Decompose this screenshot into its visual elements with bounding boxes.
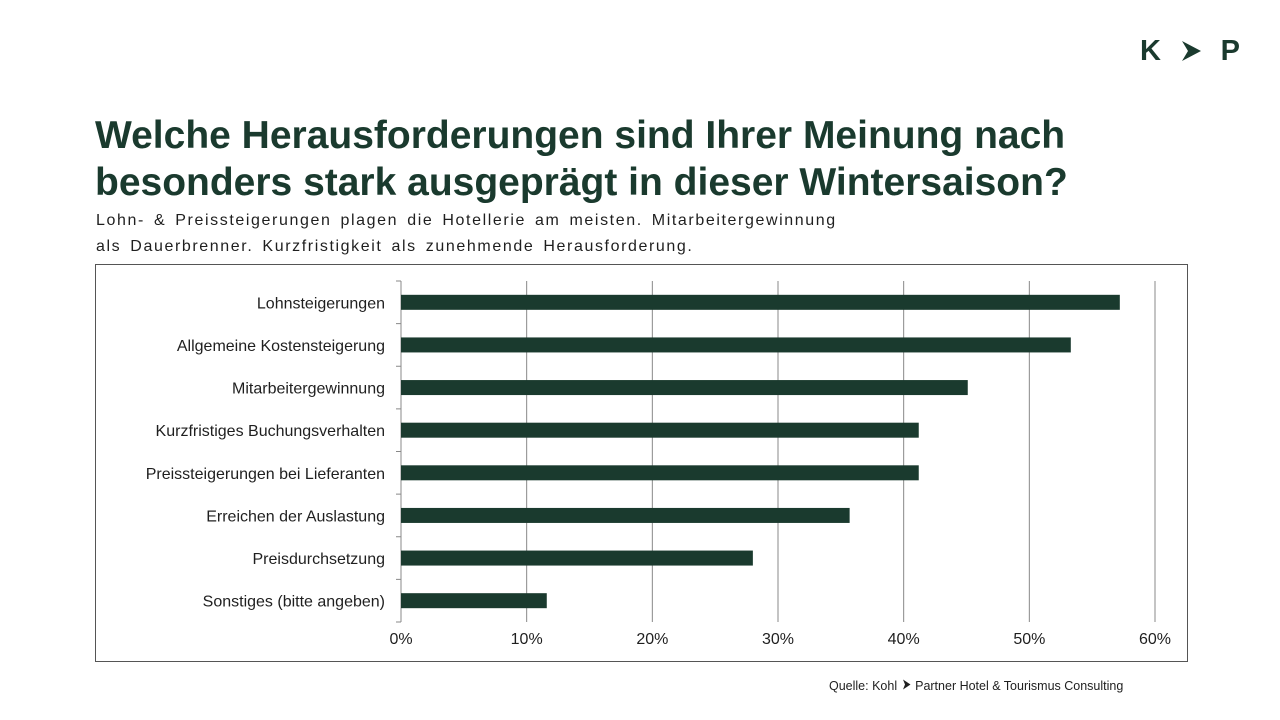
source-note: Quelle: Kohl Partner Hotel & Tourismus C…: [829, 679, 1189, 693]
x-tick-label: 10%: [511, 631, 543, 648]
chart-frame: 0% 10% 20% 30% 40% 50% 60% Lohnsteigerungen Allg…: [95, 264, 1188, 662]
category-label: Sonstiges (bitte angeben): [203, 594, 385, 611]
source-prefix: Quelle: Kohl: [829, 679, 898, 693]
category-label: Preissteigerungen bei Lieferanten: [146, 466, 385, 483]
bar: [401, 507, 850, 523]
bar-chart: 0% 10% 20% 30% 40% 50% 60% Lohnsteigerungen Allg…: [146, 280, 1171, 648]
bar: [401, 550, 753, 566]
x-tick-label: 0%: [389, 631, 412, 648]
x-tick-label: 50%: [1013, 631, 1045, 648]
chevron-right-icon: [1179, 39, 1203, 63]
x-tick-label: 40%: [888, 631, 920, 648]
subtitle-line-1: Lohn- & Preissteigerungen plagen die Hot…: [96, 212, 837, 229]
category-label: Mitarbeitergewinnung: [232, 381, 385, 398]
page-title: Welche Herausforderungen sind Ihrer Mein…: [95, 114, 1068, 204]
category-label: Lohnsteigerungen: [257, 295, 385, 312]
category-label: Preisdurchsetzung: [252, 551, 385, 568]
source-suffix: Partner Hotel & Tourismus Consulting: [915, 679, 1124, 693]
bar: [401, 422, 919, 438]
brand-logo: K P: [1140, 34, 1240, 68]
subtitle-line-2: als Dauerbrenner. Kurzfristigkeit als zu…: [96, 238, 694, 255]
bar: [401, 465, 919, 481]
x-tick-label: 30%: [762, 631, 794, 648]
chevron-right-icon: [902, 679, 911, 693]
category-label: Allgemeine Kostensteigerung: [177, 338, 385, 355]
x-tick-label: 60%: [1139, 631, 1171, 648]
bar: [401, 593, 547, 609]
category-label: Kurzfristiges Buchungsverhalten: [156, 423, 385, 440]
x-tick-label: 20%: [636, 631, 668, 648]
bar: [401, 337, 1071, 353]
page-subtitle: Lohn- & Preissteigerungen plagen die Hot…: [96, 208, 1016, 260]
logo-letter-k: K: [1140, 34, 1161, 67]
logo-letter-p: P: [1220, 34, 1240, 67]
category-label: Erreichen der Auslastung: [206, 508, 385, 525]
bar: [401, 380, 968, 396]
bar: [401, 294, 1120, 310]
